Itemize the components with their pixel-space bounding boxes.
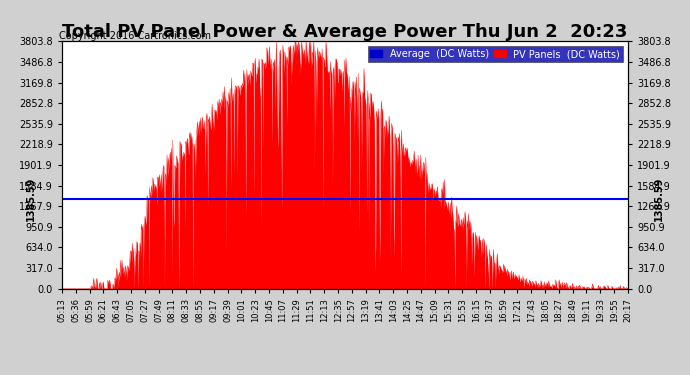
- Title: Total PV Panel Power & Average Power Thu Jun 2  20:23: Total PV Panel Power & Average Power Thu…: [62, 23, 628, 41]
- Legend: Average  (DC Watts), PV Panels  (DC Watts): Average (DC Watts), PV Panels (DC Watts): [368, 46, 623, 62]
- Text: 1385.59: 1385.59: [26, 176, 36, 221]
- Text: Copyright 2016 Cartronics.com: Copyright 2016 Cartronics.com: [59, 32, 210, 41]
- Text: 1385.59: 1385.59: [654, 176, 664, 221]
